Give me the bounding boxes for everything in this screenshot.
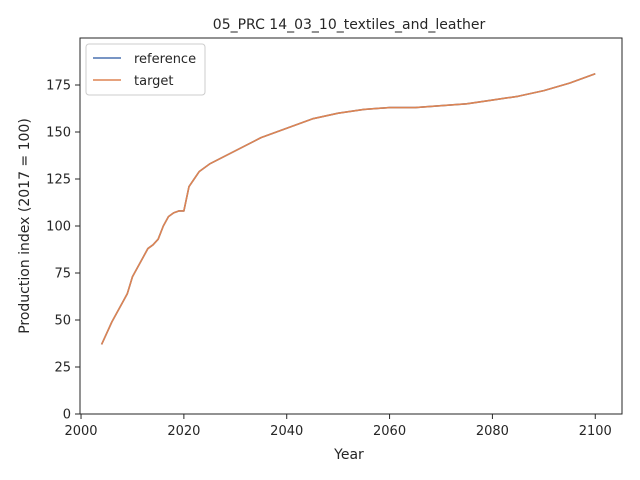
y-axis-label: Production index (2017 = 100) — [17, 118, 33, 334]
y-tick-label: 125 — [46, 173, 71, 188]
plot-lines — [100, 72, 596, 345]
x-axis: 2000 2020 2040 2060 2080 2100 — [64, 414, 612, 439]
series-line-reference — [100, 72, 596, 345]
legend-label-reference: reference — [134, 52, 196, 67]
x-tick-label: 2060 — [373, 424, 406, 439]
x-axis-label: Year — [333, 447, 364, 463]
series-line-target — [100, 72, 596, 345]
legend-box — [85, 43, 206, 96]
y-tick-label: 75 — [54, 267, 71, 282]
chart-title: 05_PRC 14_03_10_textiles_and_leather — [213, 17, 486, 33]
legend: reference target — [85, 43, 206, 96]
x-tick-label: 2000 — [64, 424, 97, 439]
y-tick-label: 175 — [46, 79, 71, 94]
legend-label-target: target — [134, 74, 174, 89]
y-tick-label: 0 — [63, 408, 71, 423]
y-tick-label: 25 — [54, 361, 71, 376]
y-axis: 0 25 50 75 100 125 150 175 — [46, 79, 80, 423]
x-tick-label: 2040 — [270, 424, 303, 439]
y-tick-label: 100 — [46, 220, 71, 235]
y-tick-label: 50 — [54, 314, 71, 329]
x-tick-label: 2020 — [167, 424, 200, 439]
x-tick-label: 2100 — [579, 424, 612, 439]
x-tick-label: 2080 — [476, 424, 509, 439]
y-tick-label: 150 — [46, 126, 71, 141]
